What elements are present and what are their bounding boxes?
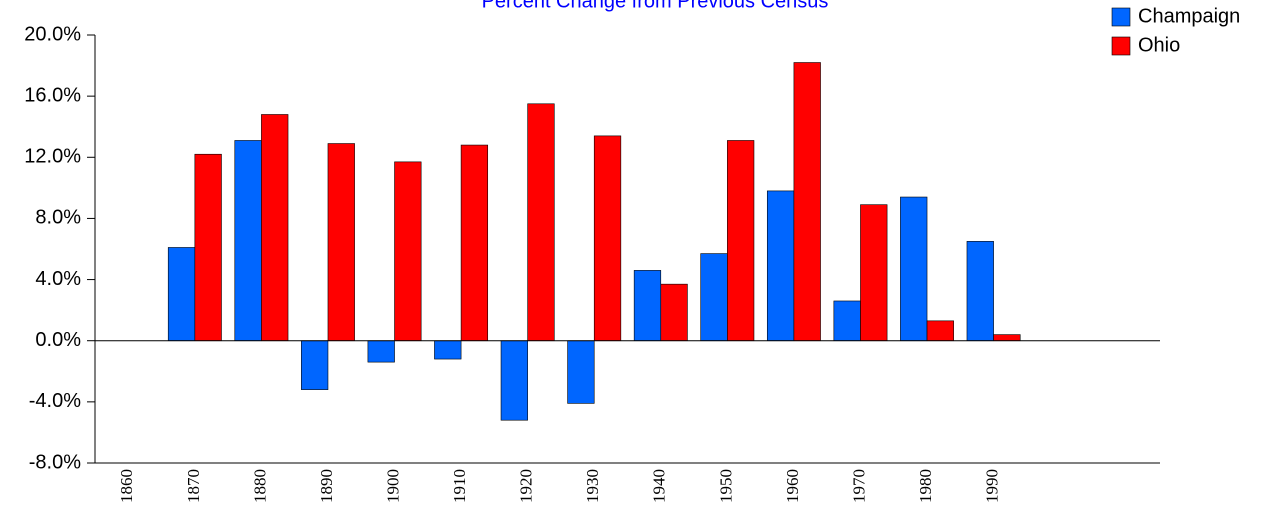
legend-swatch — [1111, 7, 1131, 27]
bar — [660, 283, 688, 342]
legend-label: Ohio — [1138, 34, 1180, 56]
legend-label: Champaign — [1138, 5, 1240, 27]
bar — [527, 103, 555, 342]
bar — [700, 253, 728, 342]
bar — [234, 140, 262, 342]
y-tick-label: 4.0% — [35, 268, 81, 290]
bar — [766, 190, 795, 342]
bar — [194, 153, 222, 342]
bar — [261, 114, 289, 342]
x-tick-label: 1880 — [250, 469, 269, 503]
x-tick-label: 1990 — [983, 469, 1002, 503]
x-tick-label: 1910 — [450, 469, 469, 503]
x-tick-label: 1930 — [583, 469, 602, 503]
x-tick-label: 1920 — [517, 469, 536, 503]
bar — [367, 340, 395, 363]
bar — [567, 340, 595, 404]
x-tick-label: 1860 — [117, 469, 136, 503]
bar — [926, 320, 954, 342]
x-tick-label: 1870 — [184, 469, 203, 503]
bar — [500, 340, 528, 421]
bar — [860, 204, 888, 342]
bar — [434, 340, 462, 360]
x-tick-label: 1960 — [783, 469, 802, 503]
y-tick-label: 8.0% — [35, 207, 81, 229]
bar — [167, 247, 196, 342]
bar — [993, 334, 1021, 342]
bar — [633, 270, 662, 342]
bar — [793, 62, 821, 342]
y-tick-label: 12.0% — [24, 146, 81, 168]
x-tick-label: 1950 — [716, 469, 735, 503]
bar — [301, 340, 329, 390]
x-tick-label: 1970 — [849, 469, 868, 503]
bar — [593, 135, 622, 342]
x-tick-label: 1890 — [317, 469, 336, 503]
y-tick-label: 20.0% — [24, 23, 81, 45]
y-tick-label: -4.0% — [29, 390, 81, 412]
x-tick-label: 1980 — [916, 469, 935, 503]
bar — [327, 143, 355, 342]
x-tick-label: 1940 — [650, 469, 669, 503]
bar — [394, 161, 422, 342]
bar — [966, 241, 994, 342]
chart-title: Percent Change from Previous Census — [482, 0, 829, 12]
bar — [727, 140, 755, 342]
y-tick-label: -8.0% — [29, 451, 81, 473]
x-tick-label: 1900 — [383, 469, 402, 503]
bar — [833, 300, 861, 342]
y-tick-label: 0.0% — [35, 329, 81, 351]
legend-swatch — [1111, 36, 1131, 56]
bar — [460, 144, 489, 342]
y-tick-label: 16.0% — [24, 84, 81, 106]
bar — [900, 196, 928, 342]
